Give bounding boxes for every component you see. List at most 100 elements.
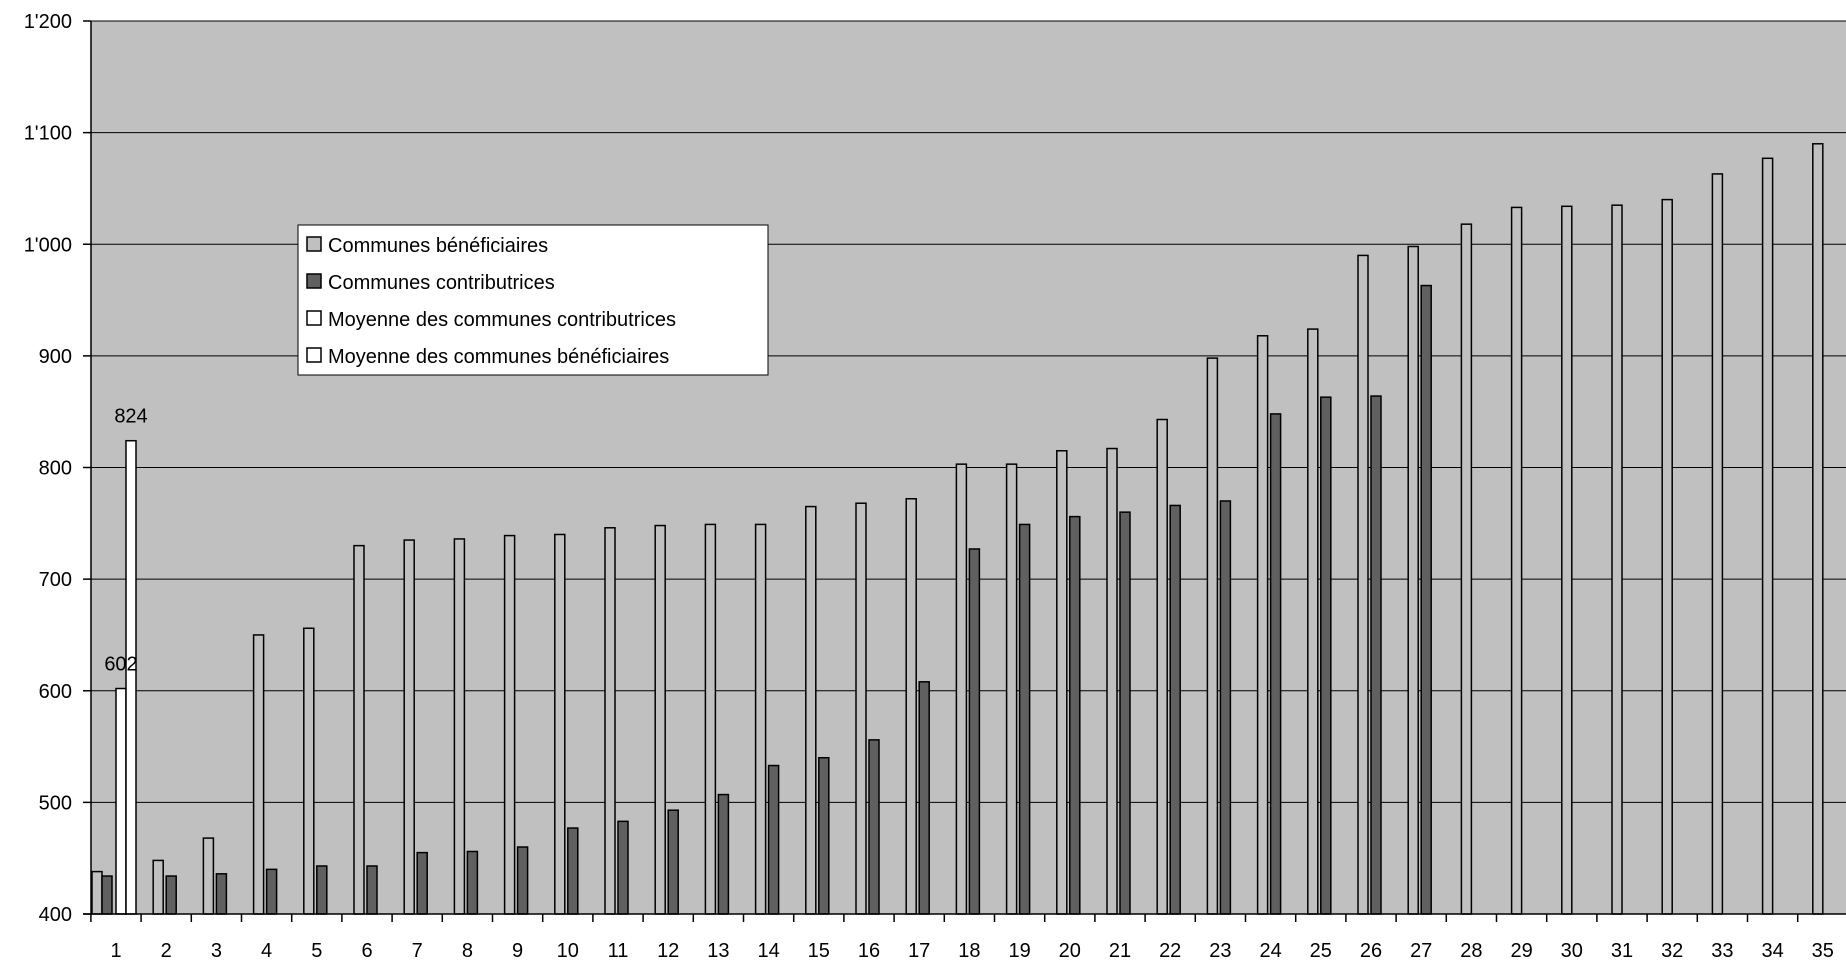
x-tick-label: 12 <box>657 940 679 962</box>
legend-swatch <box>306 347 322 363</box>
y-tick-label: 1'100 <box>24 123 72 145</box>
x-tick-label: 2 <box>161 940 172 962</box>
bar <box>503 534 516 915</box>
bar <box>805 505 817 915</box>
x-tick-label: 1 <box>110 940 121 962</box>
legend-swatch <box>306 236 322 252</box>
x-tick-label: 31 <box>1611 940 1633 962</box>
bar <box>115 687 127 915</box>
x-tick-label: 8 <box>462 940 473 962</box>
bar <box>125 439 137 915</box>
bar <box>1256 335 1269 915</box>
bar <box>353 544 365 915</box>
legend: Communes bénéficiaires Communes contribu… <box>297 224 769 376</box>
x-tick-label: 4 <box>261 940 272 962</box>
bar <box>101 875 113 915</box>
y-tick-label: 900 <box>39 346 72 368</box>
bar <box>754 523 767 915</box>
x-tick-label: 10 <box>557 940 579 962</box>
y-tick-label: 500 <box>39 792 72 814</box>
bar <box>91 870 103 915</box>
bar <box>704 523 717 915</box>
bar <box>265 868 278 915</box>
bar <box>1611 204 1623 915</box>
x-tick-label: 5 <box>311 940 322 962</box>
bar <box>453 538 466 915</box>
legend-entry: Moyenne des communes bénéficiaires <box>306 346 669 368</box>
bar <box>667 809 679 915</box>
y-tick-label: 800 <box>39 458 72 480</box>
data-labels: 602 824 <box>104 406 147 676</box>
legend-label: Moyenne des communes contributrices <box>328 309 676 331</box>
x-tick-label: 24 <box>1259 940 1281 962</box>
x-tick-label: 33 <box>1711 940 1733 962</box>
data-label: 824 <box>114 406 147 428</box>
bar <box>1320 396 1332 915</box>
gridlines <box>83 20 1846 922</box>
legend-entry: Moyenne des communes contributrices <box>306 309 676 331</box>
bar <box>1106 447 1118 915</box>
x-tick-label: 28 <box>1460 940 1482 962</box>
x-tick-label: 3 <box>211 940 222 962</box>
bar <box>1761 157 1774 915</box>
bar <box>905 498 917 915</box>
bar <box>165 875 177 915</box>
x-tick-label: 22 <box>1159 940 1181 962</box>
bar <box>617 820 629 915</box>
bar <box>1156 418 1168 915</box>
bar <box>1018 523 1031 915</box>
bar <box>855 502 867 915</box>
legend-swatch <box>306 273 322 289</box>
bar <box>366 865 378 915</box>
bar <box>1420 284 1432 915</box>
bar <box>767 764 780 915</box>
x-tick-label: 21 <box>1109 940 1131 962</box>
bar <box>1357 254 1369 915</box>
bar <box>152 859 164 915</box>
x-tick-label: 6 <box>361 940 372 962</box>
bar <box>604 527 616 915</box>
data-label: 602 <box>104 654 137 676</box>
bar <box>1812 143 1824 915</box>
bar <box>1219 500 1232 915</box>
y-tick-label: 600 <box>39 681 72 703</box>
x-tick-label: 17 <box>908 940 930 962</box>
bar <box>215 873 228 915</box>
bar <box>554 533 566 915</box>
y-tick-label: 1'200 <box>24 11 72 33</box>
bar <box>717 793 730 915</box>
x-tick-label: 18 <box>958 940 980 962</box>
x-tick-label: 13 <box>707 940 729 962</box>
x-tick-label: 9 <box>512 940 523 962</box>
legend-label: Moyenne des communes bénéficiaires <box>328 346 669 368</box>
x-tick-label: 19 <box>1008 940 1030 962</box>
x-tick-label: 14 <box>757 940 779 962</box>
bar <box>918 681 930 915</box>
bar <box>968 548 981 915</box>
bar <box>955 463 968 915</box>
x-tick-label: 16 <box>858 940 880 962</box>
bar <box>466 850 479 915</box>
bar <box>316 865 328 915</box>
x-tick-label: 23 <box>1209 940 1231 962</box>
x-tick-label: 27 <box>1410 940 1432 962</box>
bar <box>416 851 428 915</box>
legend-box <box>297 224 769 376</box>
x-tick-label: 29 <box>1510 940 1532 962</box>
bar <box>1119 511 1131 915</box>
x-tick-label: 7 <box>412 940 423 962</box>
legend-swatch <box>306 310 322 326</box>
y-tick-label: 1'000 <box>24 234 72 256</box>
y-tick-label: 700 <box>39 569 72 591</box>
bar <box>1661 198 1673 915</box>
bar <box>252 634 265 915</box>
legend-entry: Communes contributrices <box>306 272 555 294</box>
bar <box>303 627 315 915</box>
bar <box>1269 413 1282 915</box>
bar <box>654 524 666 915</box>
bar <box>818 756 830 915</box>
x-tick-label: 25 <box>1310 940 1332 962</box>
legend-entry: Communes bénéficiaires <box>306 235 548 257</box>
bar <box>1711 173 1724 915</box>
